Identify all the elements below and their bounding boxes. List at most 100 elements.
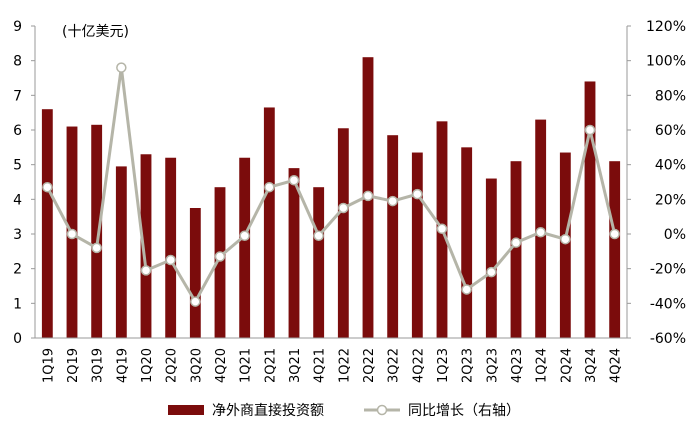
bar-4Q22 — [411, 152, 423, 338]
x-tick-label: 1Q22 — [337, 348, 352, 383]
line-point-1Q21 — [239, 230, 250, 241]
x-tick-label: 3Q19 — [91, 348, 106, 383]
bar-3Q24 — [584, 81, 596, 338]
x-tick-label: 1Q24 — [535, 348, 550, 383]
x-tick-label: 4Q22 — [411, 348, 426, 383]
yoy-growth-line — [46, 67, 617, 305]
left-tick-label: 7 — [13, 88, 22, 104]
bar-1Q22 — [337, 128, 349, 338]
x-tick-label: 2Q21 — [263, 348, 278, 383]
bar-4Q23 — [510, 161, 522, 338]
bar-4Q24 — [609, 161, 621, 338]
line-point-4Q22 — [412, 188, 423, 200]
x-tick-label: 2Q22 — [362, 348, 377, 383]
line-point-2Q23 — [461, 284, 472, 295]
x-tick-label: 1Q20 — [140, 348, 155, 383]
axes: 0 1 2 3 4 5 6 7 8 9 -60% -40% -20% 0% 20% 40% 60% 80% 100%… — [13, 19, 686, 347]
line-point-3Q19 — [91, 242, 102, 254]
bar-1Q21 — [239, 157, 251, 338]
bar-2Q21 — [263, 107, 275, 338]
right-tick-label: 20% — [655, 192, 686, 208]
legend: 净外商直接投资额 同比增长（右轴） — [168, 402, 520, 419]
left-tick-label: 2 — [13, 262, 22, 278]
x-tick-label: 3Q21 — [288, 348, 303, 383]
left-tick-label: 9 — [13, 19, 22, 35]
legend-line-label: 同比增长（右轴） — [408, 403, 520, 419]
left-tick-label: 5 — [13, 158, 22, 174]
bar-series — [41, 57, 621, 339]
x-tick-label: 4Q21 — [313, 348, 328, 383]
left-tick-label: 6 — [13, 123, 22, 139]
bar-2Q24 — [559, 152, 571, 338]
line-point-4Q21 — [313, 230, 324, 241]
line-point-1Q22 — [338, 202, 349, 214]
line-point-4Q19 — [116, 62, 127, 73]
x-tick-label: 2Q23 — [461, 348, 476, 383]
left-tick-label: 4 — [13, 192, 22, 208]
x-tick-label: 2Q24 — [559, 348, 574, 383]
bar-1Q19 — [41, 109, 53, 338]
right-tick-label: 60% — [655, 123, 686, 139]
left-tick-label: 0 — [13, 331, 22, 347]
line-point-1Q19 — [42, 181, 53, 193]
bar-3Q19 — [91, 124, 103, 338]
left-axis-unit-label: (十亿美元) — [62, 24, 129, 40]
line-point-4Q20 — [214, 251, 226, 262]
line-point-4Q24 — [609, 228, 620, 240]
x-tick-label: 3Q22 — [387, 348, 402, 383]
x-tick-label: 3Q24 — [584, 348, 599, 383]
x-tick-labels: 1Q19 2Q19 3Q19 4Q19 1Q20 2Q20 3Q20 4Q20 1Q21 2Q21… — [41, 348, 623, 383]
x-tick-label: 3Q23 — [485, 348, 500, 383]
right-tick-label: 120% — [646, 19, 686, 35]
bar-4Q19 — [115, 166, 127, 338]
right-tick-label: 80% — [655, 88, 686, 104]
line-series — [42, 62, 620, 307]
line-point-2Q24 — [560, 233, 571, 245]
bar-3Q23 — [485, 178, 497, 338]
right-tick-label: 100% — [646, 54, 686, 70]
x-tick-label: 4Q19 — [115, 348, 130, 383]
x-tick-label: 4Q23 — [510, 348, 525, 383]
bar-2Q20 — [165, 157, 177, 338]
x-tick-label: 1Q23 — [436, 348, 451, 383]
right-tick-label: -20% — [650, 262, 686, 278]
left-tick-label: 3 — [13, 227, 22, 243]
line-point-2Q22 — [362, 190, 374, 202]
line-point-3Q24 — [584, 124, 596, 136]
line-point-4Q23 — [510, 237, 522, 248]
right-tick-label: -60% — [650, 331, 686, 347]
bar-3Q22 — [387, 135, 399, 338]
bar-4Q21 — [313, 187, 325, 338]
legend-bar-swatch — [168, 405, 204, 415]
bar-4Q20 — [214, 187, 226, 338]
right-tick-label: -40% — [650, 296, 686, 312]
x-tick-label: 3Q20 — [189, 348, 204, 383]
line-point-2Q20 — [165, 254, 176, 266]
right-tick-label: 40% — [655, 158, 686, 174]
line-point-1Q20 — [140, 265, 152, 276]
line-point-3Q22 — [387, 195, 398, 207]
line-point-1Q23 — [436, 223, 448, 235]
bar-1Q20 — [140, 154, 152, 338]
left-tick-label: 1 — [13, 296, 22, 312]
line-point-2Q21 — [264, 181, 275, 193]
x-tick-label: 1Q21 — [239, 348, 254, 383]
line-point-3Q20 — [190, 296, 201, 307]
line-point-3Q23 — [486, 266, 497, 278]
x-tick-label: 1Q19 — [41, 348, 56, 383]
bar-2Q23 — [461, 147, 473, 338]
legend-line-marker — [376, 404, 388, 416]
left-tick-label: 8 — [13, 54, 22, 70]
bar-3Q21 — [288, 168, 300, 338]
x-tick-label: 4Q20 — [214, 348, 229, 383]
line-point-2Q19 — [66, 228, 78, 240]
right-tick-label: 0% — [664, 227, 686, 243]
x-tick-label: 4Q24 — [609, 348, 624, 383]
line-point-3Q21 — [288, 175, 300, 186]
legend-bar-label: 净外商直接投资额 — [212, 402, 324, 419]
x-tick-label: 2Q20 — [165, 348, 180, 383]
bar-3Q20 — [189, 208, 201, 338]
line-point-1Q24 — [535, 227, 546, 238]
x-tick-label: 2Q19 — [66, 348, 81, 383]
